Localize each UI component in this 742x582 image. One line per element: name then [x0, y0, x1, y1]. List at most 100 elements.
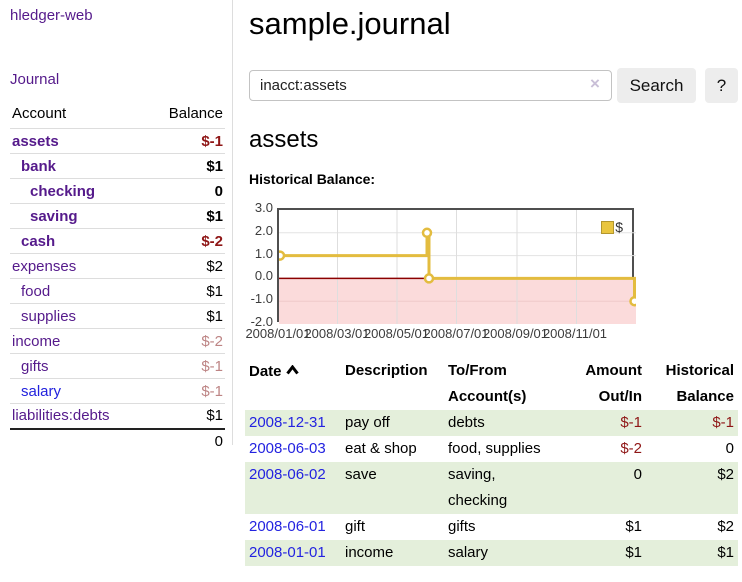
amount-cell: $-1 — [620, 414, 642, 431]
x-tick: 2008/05/01 — [363, 326, 430, 341]
accounts-header-row: Account Balance — [10, 102, 225, 129]
x-tick: 2008/03/01 — [304, 326, 370, 341]
account-link-expenses[interactable]: expenses — [12, 257, 77, 275]
account-link-supplies[interactable]: supplies — [21, 307, 77, 325]
account-link-bank[interactable]: bank — [21, 157, 57, 175]
account-link-gifts[interactable]: gifts — [21, 357, 49, 375]
column-header-accounts: To/From Account(s) — [448, 362, 527, 405]
account-balance: $1 — [206, 307, 223, 325]
account-row-cash: cash $-2 — [10, 228, 225, 254]
account-balance: $-1 — [201, 132, 223, 150]
account-row-checking: checking 0 — [10, 178, 225, 204]
description-cell: save — [345, 466, 377, 483]
x-tick: 2008/07/01 — [423, 326, 489, 341]
sidebar-item-journal[interactable]: Journal — [10, 71, 60, 88]
account-link-cash[interactable]: cash — [21, 232, 56, 250]
accounts-cell: debts — [448, 414, 485, 431]
column-header-description: Description — [345, 362, 428, 379]
date-link[interactable]: 2008-06-03 — [249, 440, 326, 457]
accounts-cell: gifts — [448, 518, 476, 535]
description-cell: income — [345, 544, 394, 561]
account-link-salary[interactable]: salary — [21, 382, 62, 400]
accounts-header-account: Account — [12, 105, 67, 122]
register-row: 2008-01-01 income salary $1 $1 — [245, 540, 738, 566]
account-balance: $-1 — [201, 382, 223, 400]
balance-cell: $2 — [717, 518, 734, 535]
account-row-saving: saving $1 — [10, 203, 225, 229]
account-row-assets: assets $-1 — [10, 128, 225, 154]
description-cell: eat & shop — [345, 440, 417, 457]
account-balance: $1 — [206, 407, 223, 425]
y-tick: 1.0 — [254, 246, 273, 261]
balance-cell: $2 — [717, 466, 734, 483]
brand-link[interactable]: hledger-web — [10, 7, 93, 24]
register-table: Date Description To/From Account(s) Amou… — [245, 358, 738, 566]
account-balance: $-1 — [201, 357, 223, 375]
account-link-saving[interactable]: saving — [30, 207, 78, 225]
historical-balance-chart: 3.0 2.0 1.0 0.0 -1.0 -2.0 — [245, 200, 649, 345]
account-row-bank: bank $1 — [10, 153, 225, 179]
x-tick: 2008/01/01 — [245, 326, 311, 341]
register-row: 2008-12-31 pay off debts $-1 $-1 — [245, 410, 738, 436]
column-header-date[interactable]: Date — [245, 358, 341, 410]
sort-ascending-icon — [285, 358, 299, 384]
column-header-balance: Historical Balance — [665, 362, 734, 405]
y-tick: 0.0 — [254, 268, 273, 283]
balance-cell: 0 — [725, 440, 734, 457]
balance-cell: $-1 — [712, 414, 734, 431]
account-row-expenses: expenses $2 — [10, 253, 225, 279]
amount-cell: $-2 — [620, 440, 642, 457]
y-tick: 3.0 — [254, 200, 273, 215]
accounts-cell: salary — [448, 544, 489, 561]
main-content: sample.journal × Search ? assets Histori… — [245, 0, 742, 582]
register-row: 2008-06-01 gift gifts $1 $2 — [245, 514, 738, 540]
account-row-salary: salary $-1 — [10, 378, 225, 404]
x-tick: 2008/11/01 — [542, 326, 608, 341]
accounts-header-balance: Balance — [168, 105, 223, 122]
accounts-total-value: 0 — [214, 433, 223, 450]
register-header-row: Date Description To/From Account(s) Amou… — [245, 358, 738, 410]
legend-swatch-icon — [601, 220, 615, 234]
account-balance: $1 — [206, 157, 223, 175]
register-row: 2008-06-03 eat & shop food, supplies $-2… — [245, 436, 738, 462]
x-tick: 2008/09/01 — [482, 326, 549, 341]
column-header-amount: Amount Out/In — [585, 362, 642, 405]
accounts-cell: saving, checking — [448, 466, 508, 509]
account-row-gifts: gifts $-1 — [10, 353, 225, 379]
y-tick: 2.0 — [254, 223, 273, 238]
amount-cell: 0 — [633, 466, 642, 483]
amount-cell: $1 — [625, 544, 642, 561]
description-cell: gift — [345, 518, 366, 535]
account-row-liabilities-debts: liabilities:debts $1 — [10, 403, 225, 429]
account-row-food: food $1 — [10, 278, 225, 304]
legend-label: $ — [615, 219, 623, 235]
search-input[interactable] — [249, 70, 612, 101]
account-link-checking[interactable]: checking — [30, 182, 96, 200]
y-tick: -1.0 — [250, 291, 273, 306]
account-heading: assets — [249, 126, 319, 153]
chart-legend: $ — [601, 219, 623, 235]
date-link[interactable]: 2008-12-31 — [249, 414, 326, 431]
account-link-income[interactable]: income — [12, 332, 61, 350]
date-link[interactable]: 2008-01-01 — [249, 544, 326, 561]
account-link-liabilities-debts[interactable]: liabilities:debts — [12, 407, 110, 425]
account-balance: $1 — [206, 207, 223, 225]
date-link[interactable]: 2008-06-02 — [249, 466, 326, 483]
description-cell: pay off — [345, 414, 390, 431]
chart-plot-area: $ — [274, 208, 640, 324]
y-tick: -2.0 — [250, 314, 273, 329]
accounts-table: Account Balance assets $-1 bank $1 check… — [10, 102, 225, 454]
amount-cell: $1 — [625, 518, 642, 535]
account-link-food[interactable]: food — [21, 282, 51, 300]
account-link-assets[interactable]: assets — [12, 132, 59, 150]
date-link[interactable]: 2008-06-01 — [249, 518, 326, 535]
search-form: × Search ? — [249, 68, 742, 104]
account-balance: 0 — [214, 182, 223, 200]
search-button[interactable]: Search — [617, 68, 696, 103]
account-balance: $-2 — [201, 232, 223, 250]
account-row-supplies: supplies $1 — [10, 303, 225, 329]
help-button[interactable]: ? — [705, 68, 738, 103]
clear-search-icon[interactable]: × — [590, 74, 600, 93]
accounts-total-row: 0 — [10, 428, 225, 454]
sidebar: hledger-web Journal Account Balance asse… — [0, 0, 233, 450]
